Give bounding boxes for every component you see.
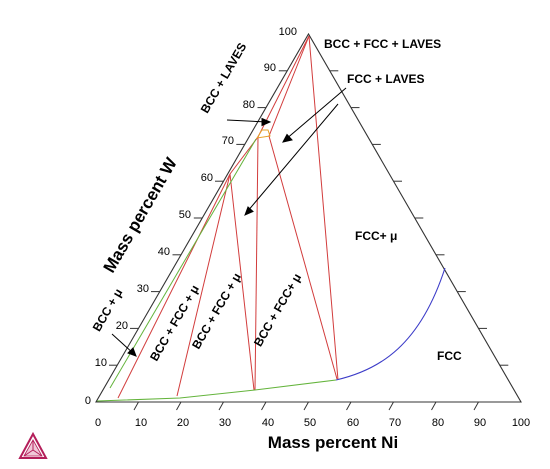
- left-tick-marks: [109, 70, 288, 366]
- right-tick-marks: [329, 70, 509, 366]
- tick-label: 80: [432, 417, 444, 429]
- region-label-fcc-mu: FCC+ μ: [355, 229, 397, 243]
- tick-label: 60: [347, 417, 359, 429]
- bottom-axis-title: Mass percent Ni: [268, 433, 398, 452]
- thermocalc-logo-icon: [18, 431, 48, 459]
- tick-label: 50: [304, 417, 316, 429]
- tick-label: 50: [179, 209, 191, 221]
- region-label-bcc-laves: BCC + LAVES: [198, 40, 250, 115]
- left-tick-labels: 0 10 20 30 40 50 60 70 80 90 100: [85, 26, 297, 407]
- tick-label: 0: [85, 395, 91, 407]
- tick-label: 10: [95, 357, 107, 369]
- tie-line: [229, 173, 255, 391]
- fcc-boundary-curve: [335, 267, 446, 381]
- tick-label: 40: [158, 246, 170, 258]
- tick-label: 20: [177, 417, 189, 429]
- region-label-bcc-fcc-mu: BCC + FCC+ μ: [251, 271, 304, 349]
- tick-label: 100: [279, 26, 297, 38]
- arrow: [226, 119, 269, 123]
- tick-label: 80: [243, 99, 255, 111]
- tick-label: 60: [201, 172, 213, 184]
- tick-label: 20: [116, 320, 128, 332]
- bcc-boundary-left: [109, 138, 257, 389]
- tie-line: [254, 136, 259, 391]
- laves-region: [255, 129, 271, 139]
- tick-label: 0: [95, 417, 101, 429]
- bottom-tick-labels: 0 10 20 30 40 50 60 70 80 90 100: [95, 417, 530, 429]
- arrow: [246, 103, 339, 213]
- bottom-tick-marks: [133, 401, 479, 411]
- arrow: [284, 87, 347, 141]
- tick-label: 40: [262, 417, 274, 429]
- tick-label: 30: [219, 417, 231, 429]
- tie-line: [308, 35, 339, 381]
- tick-label: 100: [512, 417, 530, 429]
- label-arrows: [111, 87, 347, 357]
- tick-label: 70: [389, 417, 401, 429]
- region-label-bcc-fcc-laves: BCC + FCC + LAVES: [324, 37, 441, 51]
- arrow-head: [282, 133, 293, 143]
- region-label-fcc-laves: FCC + LAVES: [347, 72, 424, 86]
- tie-lines: [117, 35, 339, 399]
- arrow-head: [261, 117, 272, 127]
- tie-line: [268, 135, 338, 380]
- tie-line: [268, 35, 310, 137]
- tick-label: 70: [222, 135, 234, 147]
- tick-label: 10: [135, 417, 147, 429]
- arrow-head: [244, 206, 254, 216]
- tick-label: 30: [137, 283, 149, 295]
- tick-label: 90: [474, 417, 486, 429]
- tie-line: [176, 173, 231, 397]
- tie-line: [117, 173, 231, 399]
- tick-label: 90: [264, 62, 276, 74]
- bcc-boundary-curve: [96, 379, 337, 402]
- arrow-head: [127, 347, 137, 357]
- region-label-fcc: FCC: [437, 349, 462, 363]
